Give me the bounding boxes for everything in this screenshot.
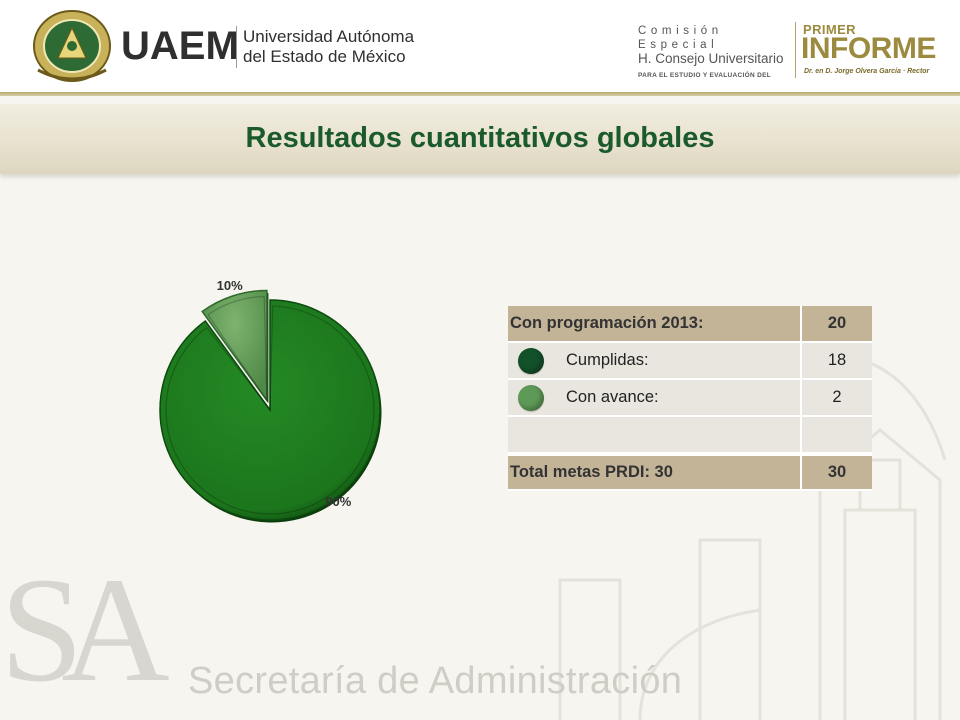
table-row: Con avance: 2 <box>508 380 872 417</box>
comision-line-2: H. Consejo Universitario <box>638 51 784 66</box>
title-band: Resultados cuantitativos globales <box>0 104 960 174</box>
footer-sa-mark: SA <box>0 547 170 713</box>
cumplidas-legend-dot <box>518 347 544 374</box>
pie-label-cumplidas: 90% <box>325 494 351 509</box>
footer-secretaria-name: Secretaría de Administración <box>188 660 683 702</box>
uaem-seal-icon <box>33 10 111 82</box>
row-label: Con avance: <box>566 388 659 406</box>
header-label: Con programación 2013: <box>508 306 802 341</box>
pie-label-con-avance: 10% <box>217 280 243 293</box>
table-row: Cumplidas: 18 <box>508 343 872 380</box>
comision-line-1: Comisión Especial <box>638 25 723 51</box>
pie-slice-cumplidas-bevel <box>165 305 375 515</box>
row-value: 18 <box>802 343 872 378</box>
table-empty-row <box>508 417 872 454</box>
table-footer-row: Total metas PRDI: 30 30 <box>508 454 872 491</box>
informe-word: INFORME <box>801 32 936 65</box>
university-name-line-2: del Estado de México <box>243 47 406 66</box>
avance-legend-dot <box>518 384 544 411</box>
informe-primer: PRIMER <box>803 22 856 37</box>
footer-value: 30 <box>827 463 847 481</box>
comision-block: Comisión Especial H. Consejo Universitar… <box>638 24 788 83</box>
header: UAEM Universidad Autónoma del Estado de … <box>0 0 960 92</box>
row-label: Cumplidas: <box>566 351 649 369</box>
pie-slice-cumplidas <box>159 299 381 521</box>
rector-name: Dr. en D. Jorge Olvera García · Rector <box>804 68 930 75</box>
header-value: 20 <box>827 314 847 332</box>
informe-divider <box>795 22 796 78</box>
row-value: 2 <box>802 380 872 415</box>
university-name: Universidad Autónoma del Estado de Méxic… <box>243 27 414 67</box>
comision-line-3: PARA EL ESTUDIO Y EVALUACIÓN DEL <box>638 72 771 79</box>
uaem-logo-word: UAEM <box>121 24 239 68</box>
pie-slice-con-avance-bevel <box>207 295 268 403</box>
background-watermark <box>558 358 947 720</box>
header-gold-line <box>0 92 960 96</box>
university-name-line-1: Universidad Autónoma <box>243 27 415 46</box>
pie-slice-con-avance <box>201 289 268 403</box>
results-table: Con programación 2013: 20 Cumplidas: 18 … <box>508 306 872 491</box>
table-header-row: Con programación 2013: 20 <box>508 306 872 343</box>
page-title: Resultados cuantitativos globales <box>245 122 715 154</box>
footer-label: Total metas PRDI: 30 <box>508 456 802 489</box>
logo-divider <box>236 26 237 68</box>
pie-chart: 90% 10% <box>159 280 382 523</box>
